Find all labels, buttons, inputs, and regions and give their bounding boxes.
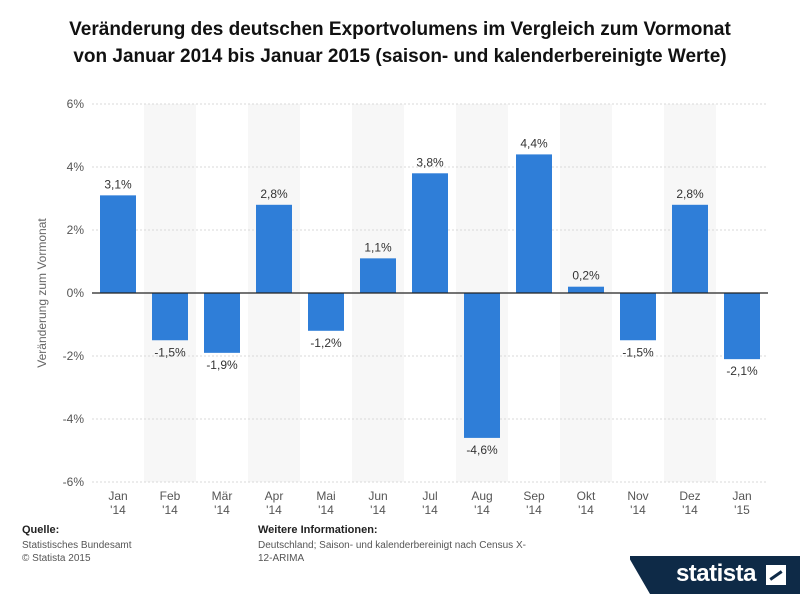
- x-tick-label: Mai: [316, 489, 335, 503]
- x-tick-year: '14: [422, 503, 438, 517]
- x-tick-label: Jan: [732, 489, 751, 503]
- x-tick-year: '14: [682, 503, 698, 517]
- chart-title: Veränderung des deutschen Exportvolumens…: [69, 19, 731, 67]
- bar: [412, 173, 448, 293]
- data-label: 0,2%: [572, 269, 600, 283]
- y-tick-label: -6%: [63, 475, 85, 489]
- x-tick-year: '14: [214, 503, 230, 517]
- x-tick-year: '14: [266, 503, 282, 517]
- bar: [256, 204, 292, 293]
- x-tick-label: Jun: [368, 489, 387, 503]
- y-tick-label: 6%: [67, 97, 85, 111]
- data-label: -2,1%: [726, 364, 758, 378]
- x-tick-year: '14: [370, 503, 386, 517]
- bar: [100, 195, 136, 293]
- x-tick-label: Jan: [108, 489, 127, 503]
- data-label: 4,4%: [520, 136, 548, 150]
- data-label: -1,5%: [154, 345, 186, 359]
- data-label: -1,9%: [206, 358, 238, 372]
- source-line-1: Statistisches Bundesamt: [22, 540, 132, 551]
- x-tick-label: Dez: [679, 489, 700, 503]
- info-line-1: Deutschland; Saison- und kalenderbereini…: [258, 540, 526, 551]
- bar-chart: 6% 4% 2% 0% -2% -4% -6% Veränderung zum Vormona…: [35, 97, 768, 517]
- info-label: Weitere Informationen:: [258, 524, 378, 536]
- x-tick-year: '14: [474, 503, 490, 517]
- x-tick-year: '14: [578, 503, 594, 517]
- bar: [204, 293, 240, 353]
- data-label: 2,8%: [260, 187, 288, 201]
- x-tick-year: '14: [110, 503, 126, 517]
- x-tick-label: Sep: [523, 489, 545, 503]
- bar: [568, 286, 604, 293]
- brand-name: statista: [675, 560, 757, 587]
- bar: [308, 293, 344, 331]
- y-axis-label: Veränderung zum Vormonat: [35, 218, 49, 368]
- source-line-2: © Statista 2015: [22, 553, 91, 564]
- y-tick-label: -2%: [63, 349, 85, 363]
- brand-bar: statista: [628, 556, 800, 594]
- bar: [516, 154, 552, 293]
- x-tick-label: Nov: [627, 489, 648, 503]
- statista-logo-icon: [766, 565, 786, 585]
- data-label: 3,8%: [416, 155, 444, 169]
- x-tick-year: '14: [318, 503, 334, 517]
- y-tick-label: 4%: [67, 160, 85, 174]
- y-tick-label: 0%: [67, 286, 85, 300]
- x-tick-label: Feb: [160, 489, 181, 503]
- data-label: -4,6%: [466, 443, 498, 457]
- bar: [152, 293, 188, 341]
- x-tick-label: Aug: [471, 489, 492, 503]
- brand-cut: [628, 556, 650, 594]
- bar: [360, 258, 396, 293]
- data-label: 3,1%: [104, 177, 132, 191]
- x-tick-year: '15: [734, 503, 750, 517]
- info-line-2: 12-ARIMA: [258, 553, 305, 564]
- data-label: 2,8%: [676, 187, 704, 201]
- bar: [672, 204, 708, 293]
- y-tick-label: 2%: [67, 223, 85, 237]
- source-label: Quelle:: [22, 524, 60, 536]
- x-tick-label: Apr: [265, 489, 284, 503]
- x-tick-year: '14: [162, 503, 178, 517]
- x-tick-year: '14: [526, 503, 542, 517]
- data-label: -1,2%: [310, 336, 342, 350]
- y-tick-label: -4%: [63, 412, 85, 426]
- data-label: 1,1%: [364, 240, 392, 254]
- x-tick-label: Jul: [422, 489, 437, 503]
- bar: [620, 293, 656, 341]
- x-tick-year: '14: [630, 503, 646, 517]
- bar: [464, 293, 500, 438]
- x-tick-label: Okt: [577, 489, 596, 503]
- x-tick-label: Mär: [212, 489, 233, 503]
- data-label: -1,5%: [622, 345, 654, 359]
- bar: [724, 293, 760, 360]
